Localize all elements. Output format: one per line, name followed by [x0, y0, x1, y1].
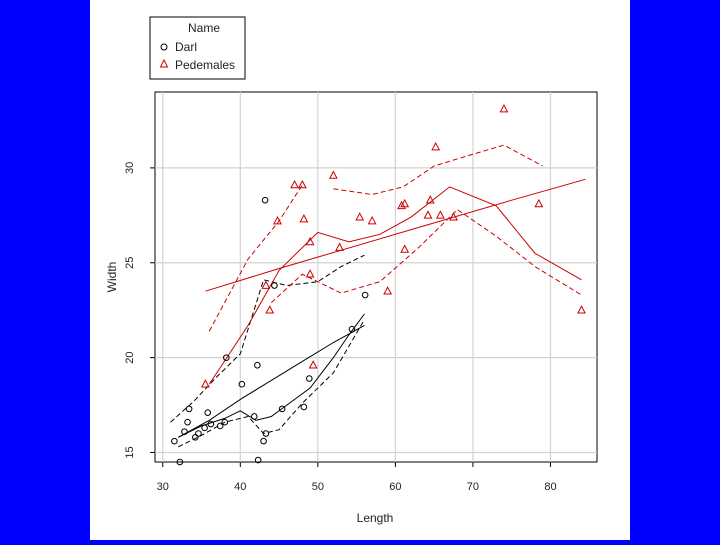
x-tick-label: 30: [157, 481, 169, 493]
pedemales-point: [577, 305, 586, 314]
pedemales-point: [534, 198, 544, 208]
darl-point: [221, 418, 229, 426]
pedemales-point: [499, 104, 509, 113]
legend-marker-pedemales: [159, 58, 169, 68]
darl-point: [262, 430, 270, 437]
x-tick-label: 80: [544, 481, 556, 493]
legend-label-darl: Darl: [175, 40, 197, 54]
darl-point: [216, 422, 224, 430]
x-axis-label: Length: [357, 511, 394, 525]
x-axis-ticks: 30 40 50 60 70 80: [157, 462, 557, 493]
darl-smooth-line: [178, 324, 365, 438]
darl-point: [204, 409, 212, 416]
pedemales-point: [200, 379, 210, 388]
darl-point: [254, 361, 261, 369]
darl-point: [195, 430, 202, 437]
pedemales-point: [308, 360, 318, 369]
pedemales-point: [290, 179, 300, 189]
darl-point: [271, 282, 278, 289]
figure-panel: Name Darl Pedemales 30 40 50 60 70 80 15 20 25 3…: [90, 0, 630, 540]
pedemales-point: [273, 215, 282, 225]
darl-point: [181, 428, 188, 435]
darl-point: [300, 403, 308, 411]
darl-point: [278, 405, 286, 413]
darl-point: [260, 437, 267, 445]
pedemales-point: [435, 210, 445, 219]
darl-point: [201, 424, 208, 432]
y-axis-label: Width: [105, 262, 119, 293]
pedemales-point: [367, 215, 377, 225]
legend-box: [149, 16, 246, 80]
y-tick-label: 30: [124, 162, 136, 174]
pedemales-smooth-line: [205, 178, 586, 292]
darl-point: [238, 380, 246, 388]
darl-point: [250, 413, 258, 420]
x-tick-label: 70: [467, 481, 479, 493]
pedemales-point: [383, 286, 393, 295]
darl-point: [171, 437, 178, 445]
pedemales-point: [305, 269, 315, 278]
darl-point: [261, 196, 269, 204]
y-tick-label: 20: [124, 352, 136, 364]
pedemales-point: [400, 244, 410, 253]
pedemales-smooth-line: [270, 208, 582, 303]
darl-point: [361, 291, 369, 299]
pedemales-point: [297, 179, 307, 189]
pedemales-point: [425, 195, 435, 204]
pedemales-point: [431, 141, 441, 151]
data-points: [171, 104, 586, 466]
pedemales-point: [261, 280, 271, 289]
legend: Name Darl Pedemales: [149, 16, 246, 80]
pedemales-smooth-line: [333, 144, 543, 196]
x-tick-label: 60: [389, 481, 401, 493]
legend-title: Name: [188, 21, 220, 35]
pedemales-point: [305, 236, 315, 246]
x-tick-label: 50: [312, 481, 324, 493]
plot-area: [154, 91, 598, 463]
y-tick-label: 25: [124, 257, 136, 269]
darl-point: [185, 405, 193, 413]
pedemales-point: [400, 198, 410, 208]
darl-point: [184, 418, 191, 426]
darl-point: [254, 456, 262, 464]
darl-smooth-line: [170, 254, 365, 423]
pedemales-point: [397, 200, 407, 210]
pedemales-point: [355, 212, 365, 221]
pedemales-point: [423, 210, 433, 219]
pedemales-point: [299, 214, 309, 223]
pedemales-point: [328, 170, 338, 179]
pedemales-point: [265, 305, 275, 314]
x-tick-label: 40: [234, 481, 246, 493]
darl-point: [306, 375, 313, 382]
legend-label-pedemales: Pedemales: [175, 58, 235, 72]
y-tick-label: 15: [124, 446, 136, 458]
darl-smooth-line: [178, 319, 365, 448]
y-axis-ticks: 15 20 25 30: [124, 162, 155, 459]
pedemales-point: [335, 242, 344, 251]
darl-point: [348, 325, 356, 333]
pedemales-smooth-line: [208, 184, 303, 332]
scatter-plot: Name Darl Pedemales 30 40 50 60 70 80 15 20 25 3…: [105, 16, 598, 525]
darl-point: [207, 420, 215, 428]
darl-point: [223, 354, 230, 361]
legend-marker-darl: [160, 43, 168, 51]
pedemales-point: [449, 212, 458, 221]
darl-point: [176, 458, 184, 466]
darl-smooth-line: [178, 313, 365, 438]
